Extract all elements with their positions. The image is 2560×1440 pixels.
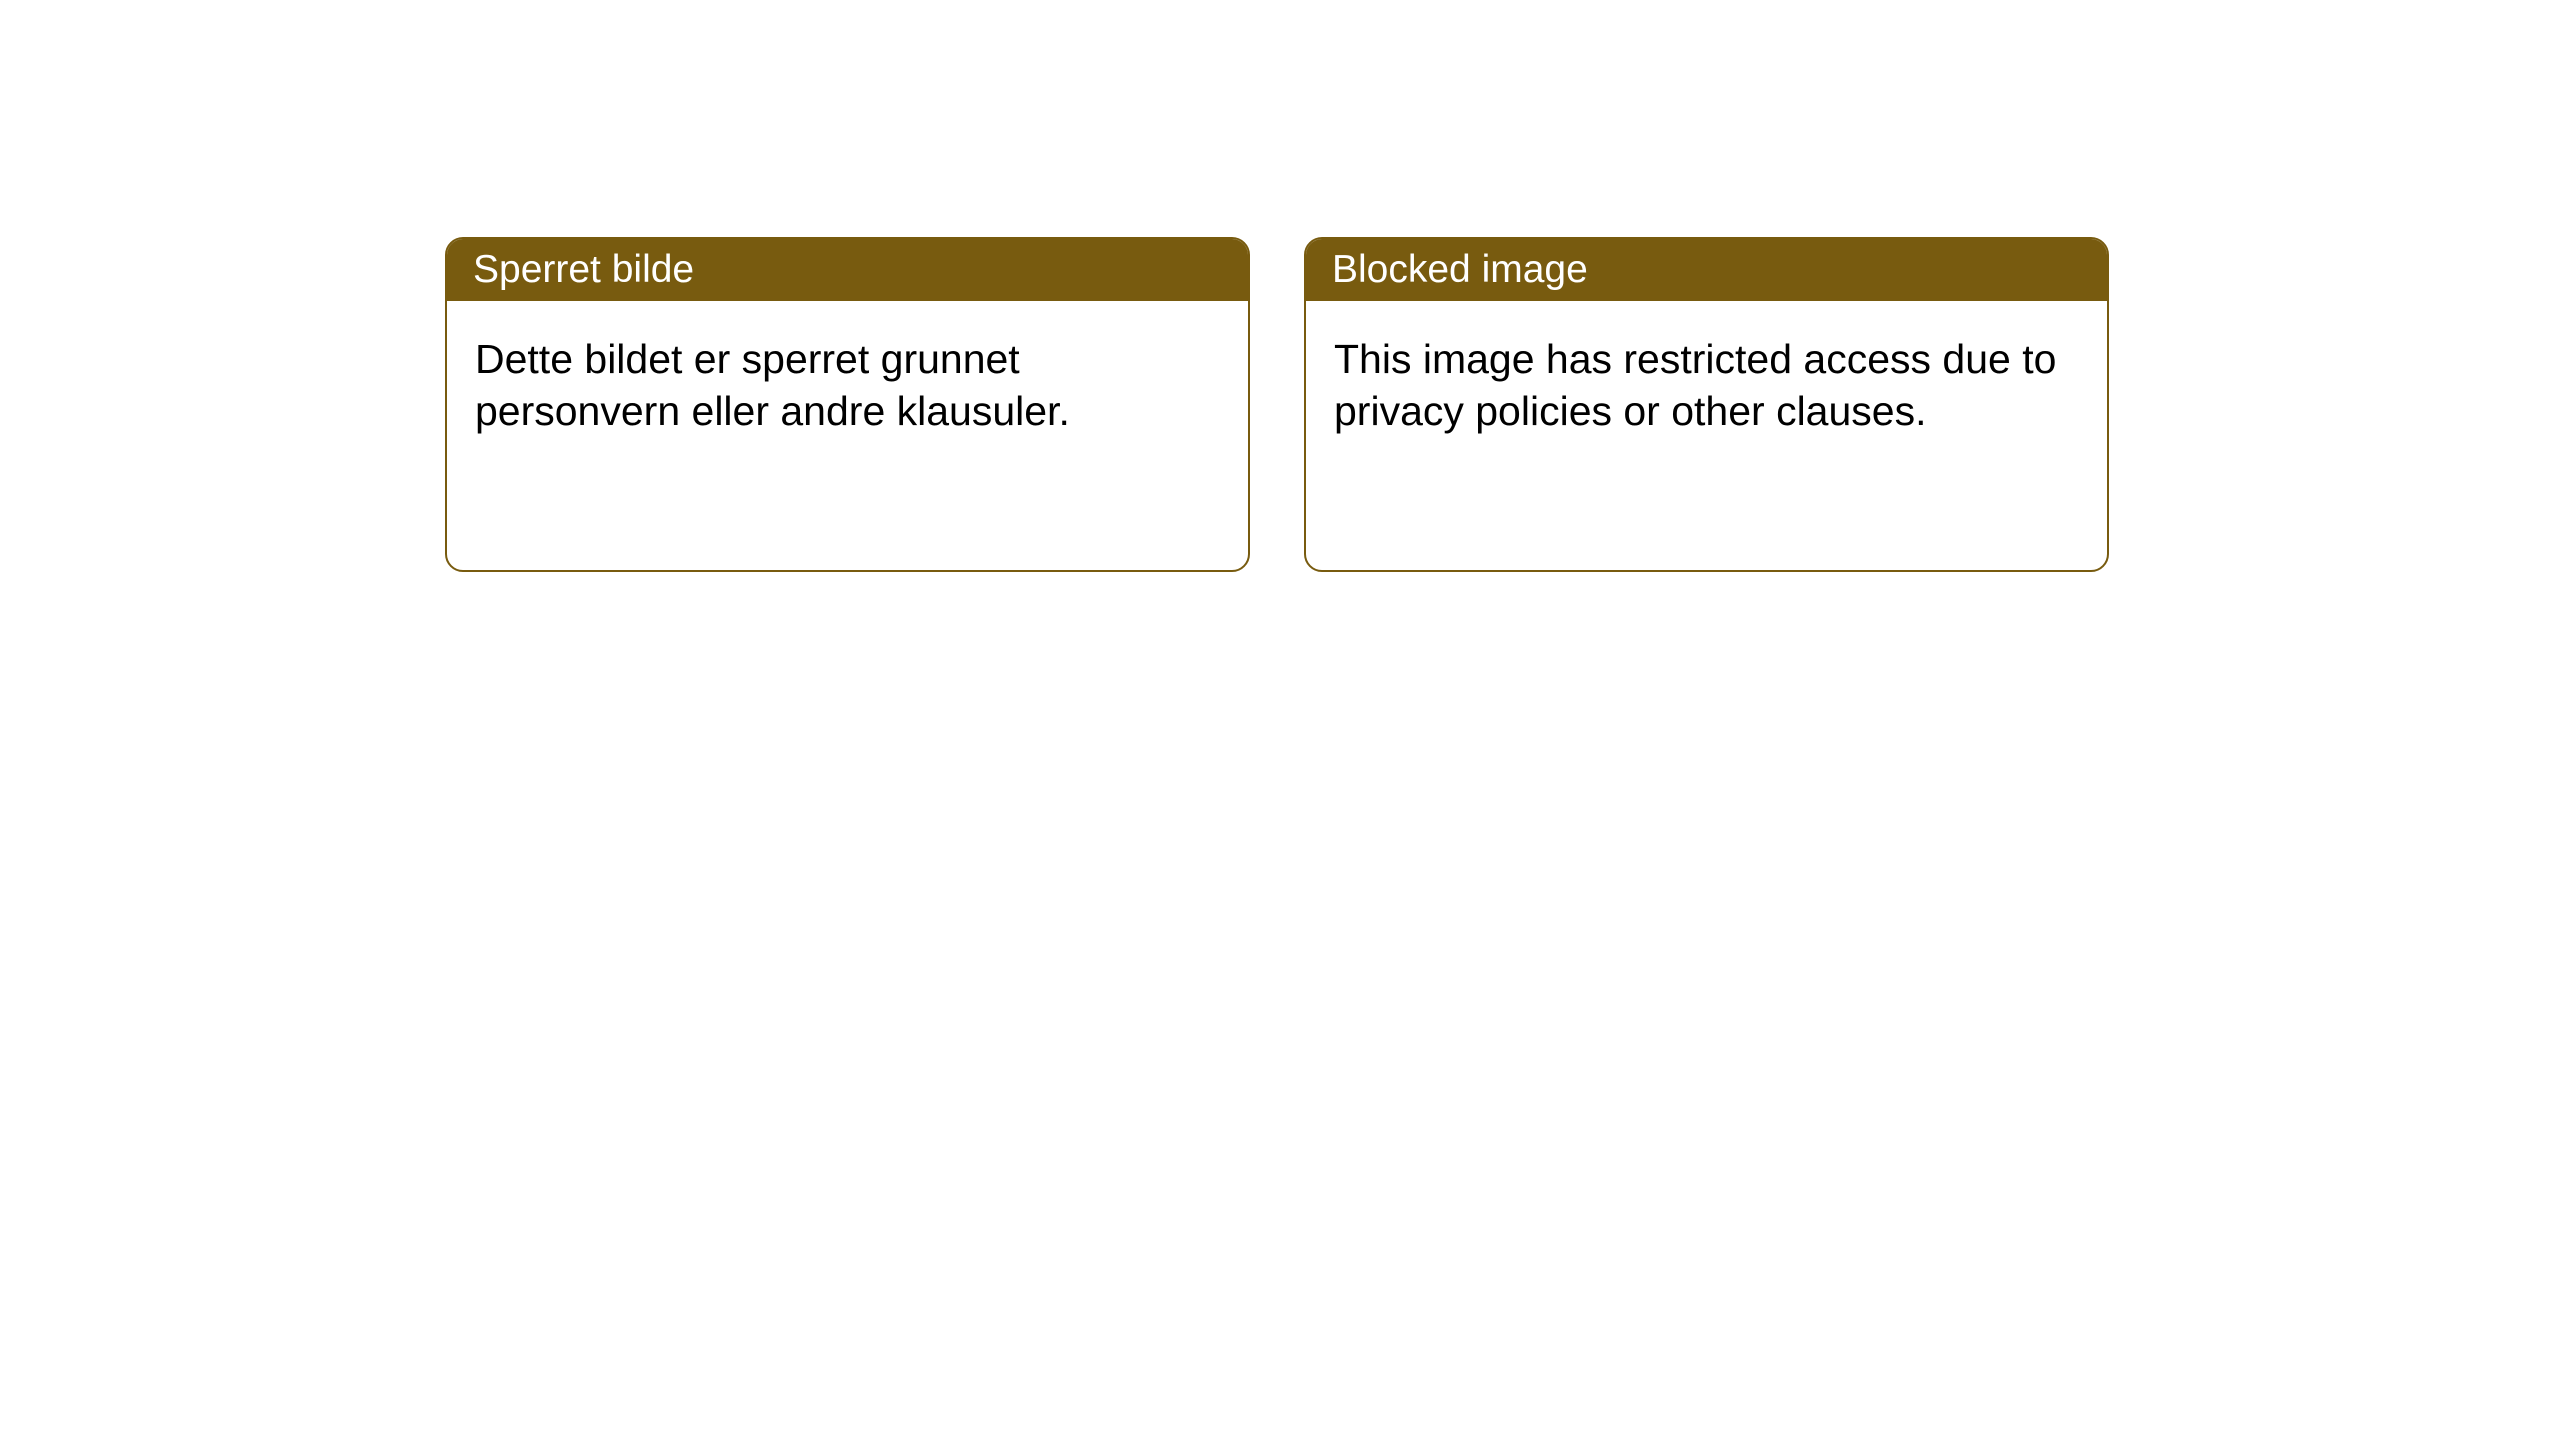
notice-card-english: Blocked image This image has restricted … bbox=[1304, 237, 2109, 572]
card-header: Blocked image bbox=[1306, 239, 2107, 301]
card-header: Sperret bilde bbox=[447, 239, 1248, 301]
notice-cards-container: Sperret bilde Dette bildet er sperret gr… bbox=[445, 237, 2109, 572]
card-header-text: Sperret bilde bbox=[473, 248, 694, 291]
card-body: Dette bildet er sperret grunnet personve… bbox=[447, 301, 1248, 470]
card-body-text: Dette bildet er sperret grunnet personve… bbox=[475, 336, 1070, 434]
card-body: This image has restricted access due to … bbox=[1306, 301, 2107, 470]
notice-card-norwegian: Sperret bilde Dette bildet er sperret gr… bbox=[445, 237, 1250, 572]
card-header-text: Blocked image bbox=[1332, 248, 1588, 291]
card-body-text: This image has restricted access due to … bbox=[1334, 336, 2056, 434]
